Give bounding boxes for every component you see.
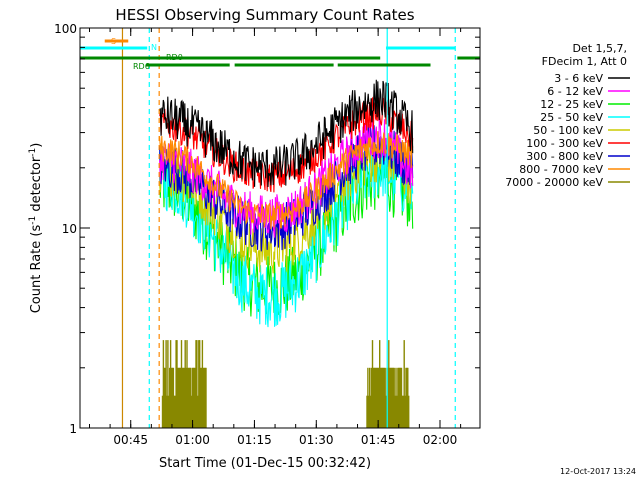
vertical-markers [121,28,456,428]
x-axis: 00:45 01:00 01:15 01:30 01:45 02:00 [88,28,462,447]
y-label-sup2: -1 [28,148,38,157]
legend-entry-label: 3 - 6 keV [554,72,603,85]
legend-entry-label: 7000 - 20000 keV [505,176,603,189]
legend-entry-label: 300 - 800 keV [526,150,603,163]
y-axis-label: Count Rate (s-1 detector-1) [28,143,44,314]
footer-timestamp: 12-Oct-2017 13:24 [560,467,636,476]
series-3-6-kev [159,79,414,188]
y-tick-label: 100 [54,22,77,36]
flag-label-n: N [151,43,157,52]
series-7000-20000-kev-burst-2 [366,340,410,428]
x-tick-label: 01:30 [299,433,334,447]
series-layer [159,79,414,428]
chart-title: HESSI Observing Summary Count Rates [115,6,414,24]
legend-entry-label: 50 - 100 keV [533,124,603,137]
y-label-mid: detector [29,156,44,216]
x-tick-label: 01:00 [175,433,210,447]
x-tick-label: 01:15 [237,433,272,447]
x-tick-label: 00:45 [113,433,148,447]
y-label-main: Count Rate (s [29,225,44,314]
flag-bars: S N RD0 RD6 [80,37,480,71]
y-label-end: ) [29,143,44,148]
flag-label-rd6: RD6 [133,62,150,71]
y-axis: 100 10 1 [54,22,480,436]
legend-entry-label: 800 - 7000 keV [519,163,603,176]
legend-entry-label: 25 - 50 keV [540,111,603,124]
flag-label-s: S [111,37,116,46]
legend-header-line: Det 1,5,7, [572,42,627,55]
series-6-12-kev [159,117,414,238]
legend-header-line: FDecim 1, Att 0 [542,55,627,68]
flag-label-rd0: RD0 [166,53,183,62]
legend-entry-label: 6 - 12 keV [547,85,603,98]
x-tick-label: 01:45 [361,433,396,447]
series-800-7000-kev [159,131,414,230]
legend-entry-label: 100 - 300 keV [526,137,603,150]
y-tick-label: 10 [62,222,77,236]
legend-entry-label: 12 - 25 keV [540,98,603,111]
x-tick-label: 02:00 [423,433,458,447]
x-axis-label: Start Time (01-Dec-15 00:32:42) [159,456,371,471]
y-label-sup1: -1 [28,216,38,225]
y-tick-label: 1 [69,422,77,436]
series-7000-20000-kev-burst-1 [161,340,207,428]
